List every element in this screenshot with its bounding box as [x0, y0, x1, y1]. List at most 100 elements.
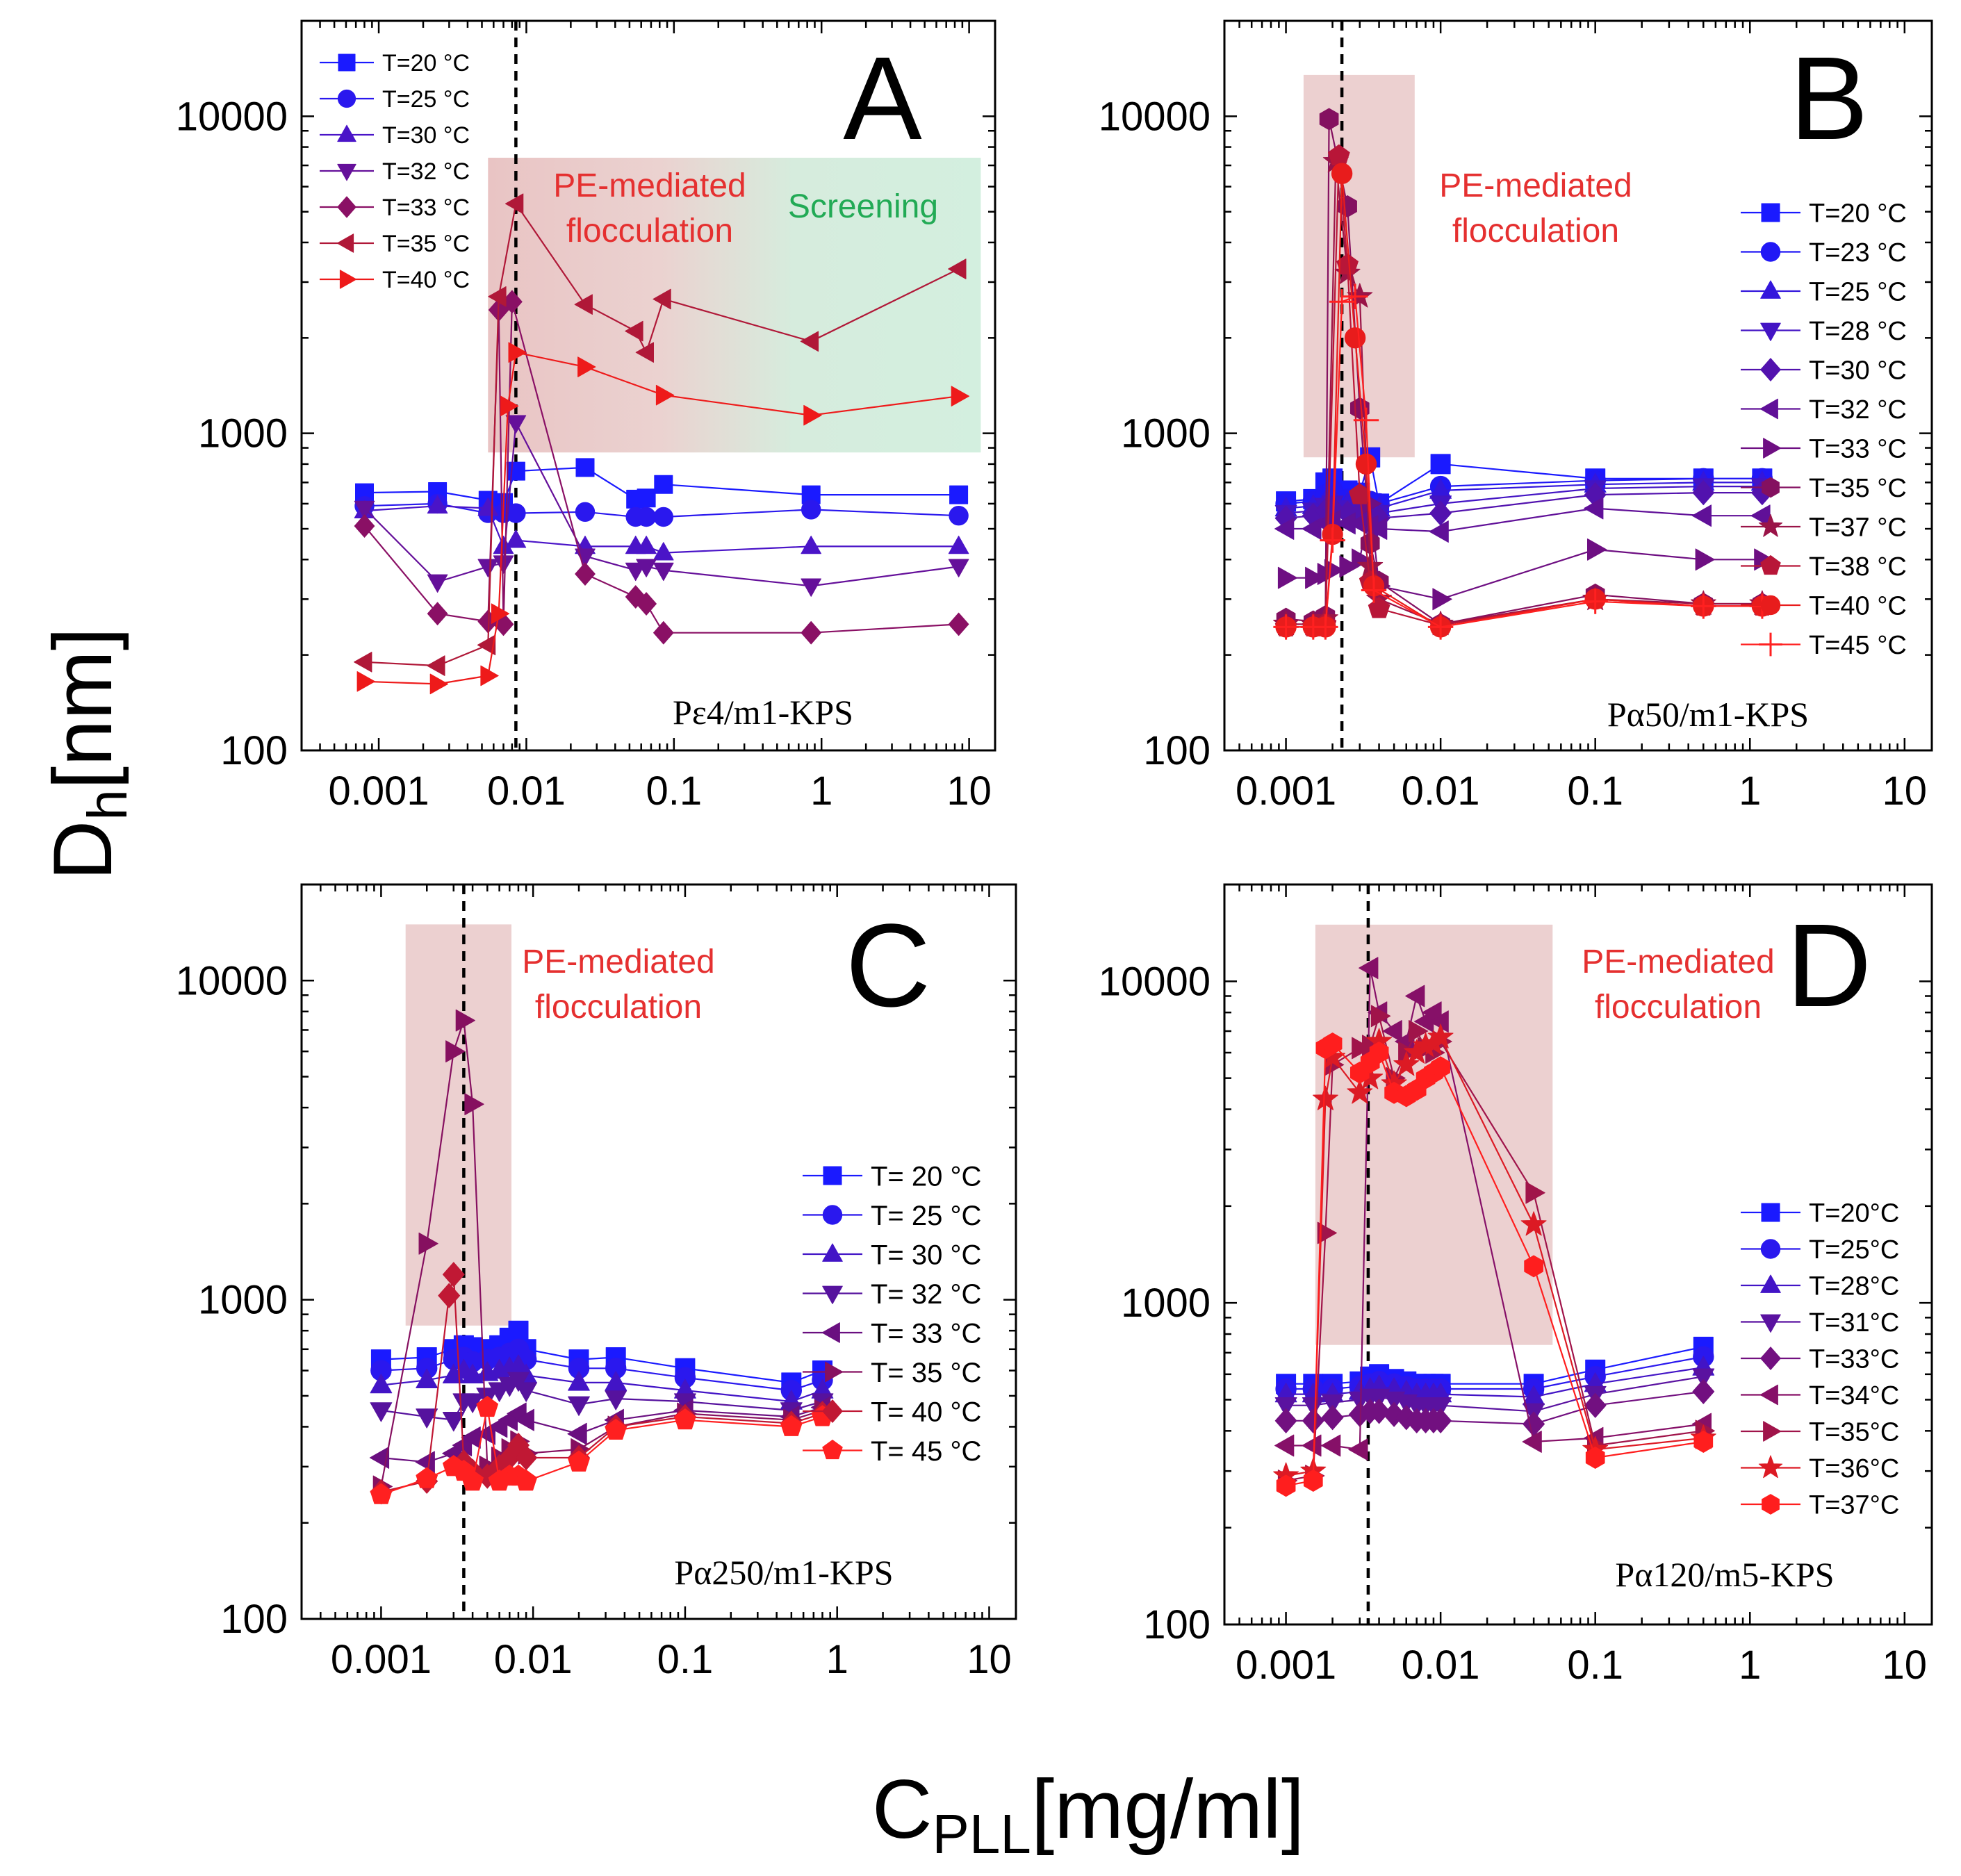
data-point: [635, 342, 654, 363]
data-point: [801, 535, 821, 554]
legend-marker: [1759, 1384, 1778, 1406]
data-point: [1520, 1211, 1547, 1236]
data-point: [1582, 589, 1608, 614]
data-point: [1359, 957, 1379, 980]
x-tick-label: 0.01: [1402, 1643, 1480, 1688]
x-tick-label: 10: [1882, 1643, 1928, 1688]
data-point: [1276, 1474, 1296, 1497]
data-point: [568, 1396, 590, 1416]
series-t-31-c: [1274, 1368, 1715, 1423]
data-point: [1274, 518, 1295, 540]
series-t-33-c: [354, 290, 969, 645]
region-label-flocculation: PE-mediated: [1582, 944, 1774, 980]
region-label-flocculation: PE-mediated: [522, 944, 714, 980]
data-point: [1312, 1085, 1338, 1110]
legend-entry-label: T=40 °C: [1809, 592, 1907, 621]
data-point: [1361, 577, 1387, 603]
legend: T=20°C T=25°C T=28°C T=31°C T=33°C T=34°C T=35…: [1741, 1199, 1899, 1520]
legend-entry-label: T=30 °C: [382, 122, 470, 149]
series-t-25-c: [1275, 1346, 1714, 1400]
data-point: [1313, 614, 1338, 640]
data-point: [951, 386, 970, 407]
legend-entry-label: T= 32 °C: [871, 1279, 981, 1310]
legend-marker: [1763, 438, 1782, 459]
data-point: [636, 592, 657, 616]
data-point: [948, 535, 969, 554]
data-point: [1585, 1447, 1605, 1469]
x-tick-label: 0.001: [331, 1637, 432, 1682]
data-point: [1429, 520, 1449, 543]
data-point: [1522, 1431, 1542, 1453]
legend-entry-label: T=38 °C: [1809, 552, 1907, 582]
legend-marker: [1759, 398, 1778, 420]
legend-entry-label: T=31°C: [1809, 1308, 1899, 1338]
data-point: [1393, 1051, 1420, 1076]
data-point: [1691, 504, 1712, 527]
data-point: [507, 1372, 530, 1392]
legend-entry-label: T=35 °C: [1809, 474, 1907, 503]
legend-entry-label: T=32 °C: [382, 158, 470, 185]
panel-d: PE-mediated flocculation 0.001 0.01 0.1 1 10 10…: [1099, 883, 1933, 1688]
x-tick-label: 10: [946, 768, 992, 814]
legend-marker: [1760, 1314, 1781, 1333]
data-point: [505, 415, 527, 434]
x-tick-label: 1: [1739, 1643, 1761, 1688]
data-point: [354, 500, 375, 520]
data-point: [1524, 1255, 1543, 1278]
legend-marker: [1760, 358, 1781, 381]
data-point: [1584, 497, 1604, 520]
data-point: [427, 602, 448, 625]
legend-entry-label: T=34°C: [1809, 1381, 1899, 1410]
data-point: [1321, 1394, 1344, 1415]
legend-marker: [338, 54, 356, 72]
data-point: [455, 1009, 476, 1032]
data-point: [636, 507, 657, 527]
panel-letter: C: [846, 900, 931, 1032]
y-tick-label: 10000: [1099, 94, 1211, 139]
y-tick-label: 10000: [176, 958, 288, 1003]
legend-marker: [337, 163, 356, 181]
data-point: [800, 331, 819, 352]
data-point: [356, 670, 375, 692]
data-point: [801, 578, 821, 597]
data-point: [1339, 555, 1359, 578]
y-tick-label: 1000: [198, 411, 288, 456]
legend-entry-label: T=25 °C: [1809, 278, 1907, 307]
legend-entry-label: T=45 °C: [1809, 631, 1907, 660]
data-point: [1429, 1408, 1452, 1433]
data-point: [416, 1408, 438, 1429]
x-axis-title: CPLL[mg/ml]: [872, 1763, 1304, 1865]
series-t-30-c: [1274, 480, 1773, 531]
region-label-screening: Screening: [788, 188, 938, 225]
data-point: [493, 555, 514, 574]
legend-entry-label: T= 30 °C: [871, 1240, 981, 1270]
region-label-flocculation: PE-mediated: [1439, 167, 1632, 204]
legend-marker: [1758, 513, 1783, 537]
data-point: [1317, 1221, 1338, 1244]
data-point: [948, 258, 967, 279]
data-point: [1342, 283, 1368, 309]
plot-frame: [300, 19, 996, 752]
series-t-45-c: [370, 1395, 834, 1504]
x-tick-label: 10: [1882, 768, 1928, 814]
data-point: [1691, 593, 1716, 619]
data-point: [515, 1382, 538, 1402]
data-point: [442, 1411, 465, 1432]
legend-marker: [337, 124, 356, 142]
data-point: [1692, 1368, 1715, 1388]
legend-marker: [1758, 1455, 1783, 1479]
data-point: [1322, 1032, 1343, 1055]
legend-marker: [825, 1361, 844, 1383]
x-tick-label: 0.1: [1567, 768, 1623, 814]
legend-entry-label: T=33 °C: [382, 195, 470, 221]
data-point: [1305, 566, 1325, 589]
data-point: [1525, 1181, 1545, 1204]
legend: T= 20 °C T= 25 °C T= 30 °C T= 32 °C T= 33 °C…: [803, 1161, 981, 1467]
data-point: [653, 507, 673, 527]
data-point: [948, 559, 969, 577]
legend-entry-label: T=23 °C: [1809, 238, 1907, 268]
legend-marker: [1760, 1274, 1781, 1293]
legend-entry-label: T= 20 °C: [871, 1161, 981, 1192]
x-tick-label: 1: [1739, 768, 1761, 814]
data-point: [445, 1040, 466, 1063]
